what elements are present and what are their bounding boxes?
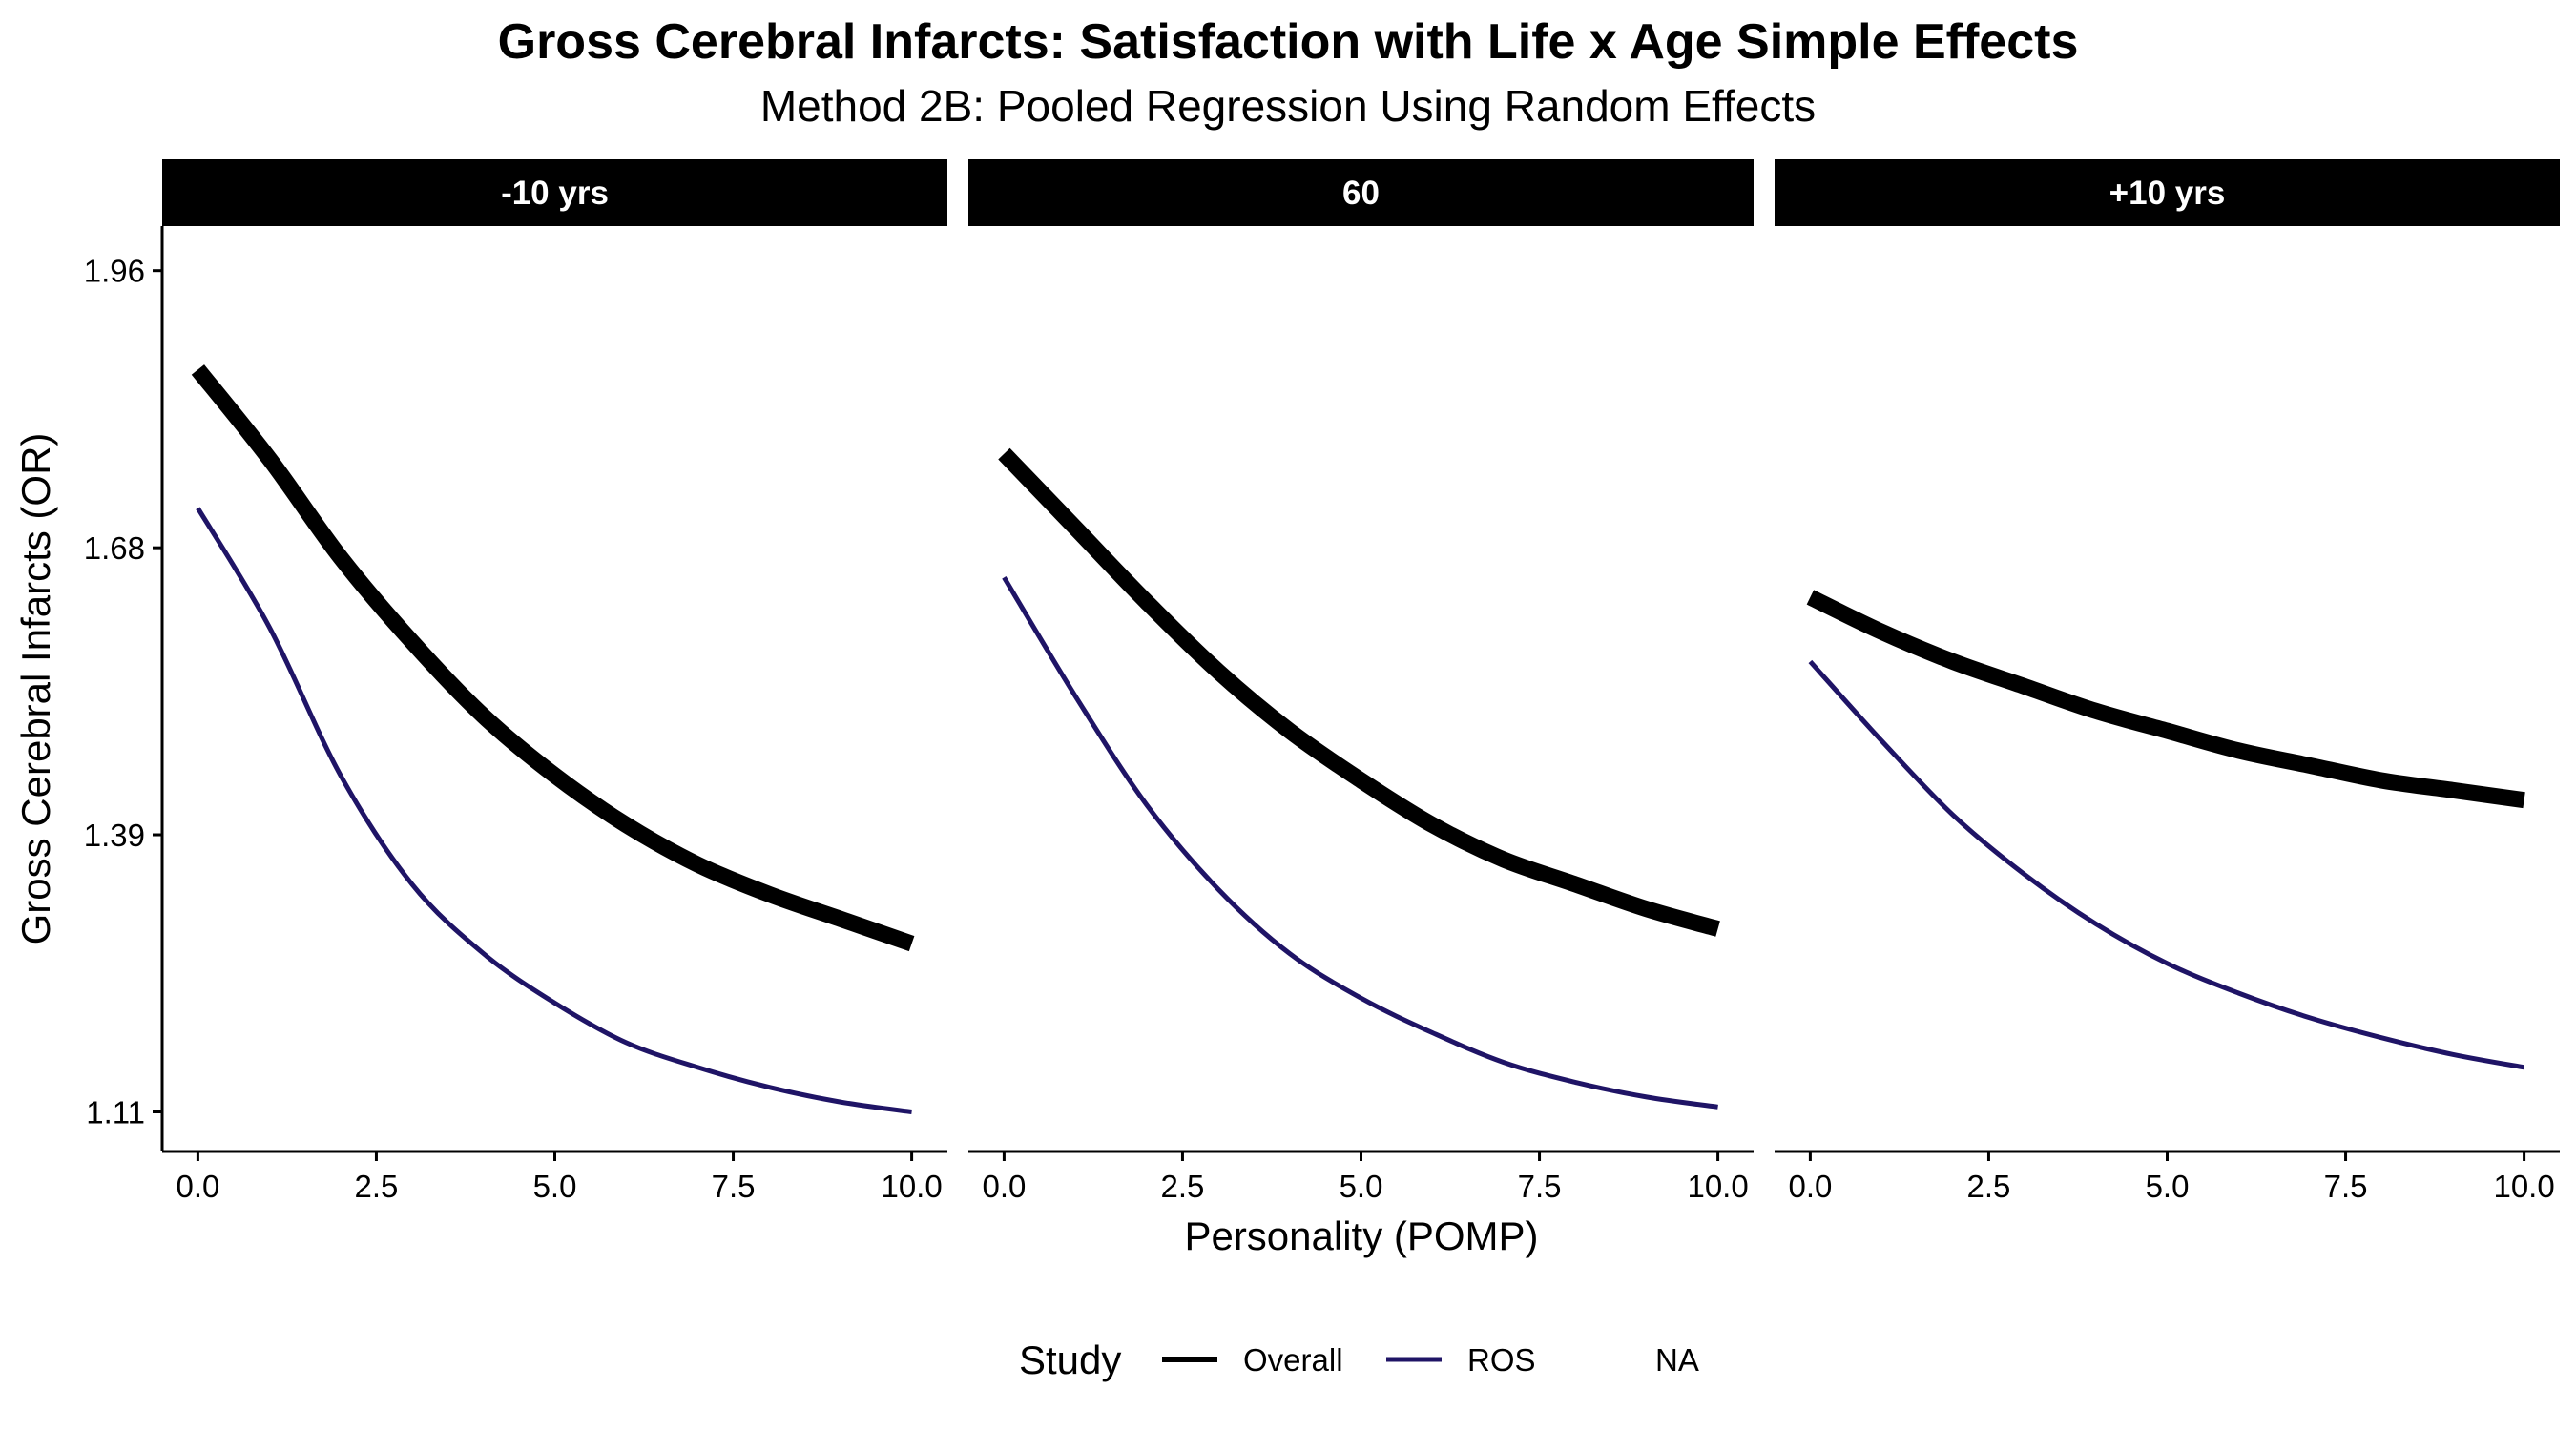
chart-subtitle: Method 2B: Pooled Regression Using Rando… xyxy=(759,81,1817,131)
series-line-ros xyxy=(196,507,912,1114)
x-tick-label: 0.0 xyxy=(982,1169,1026,1204)
series-line-ros xyxy=(1808,659,2525,1070)
y-tick-label: 1.39 xyxy=(84,818,145,853)
x-tick-label: 7.5 xyxy=(2324,1169,2368,1204)
x-tick-label: 5.0 xyxy=(1340,1169,1383,1204)
series-line-overall xyxy=(191,364,915,952)
legend-label-ros: ROS xyxy=(1467,1342,1536,1378)
x-tick-label: 2.5 xyxy=(1967,1169,2011,1204)
x-tick-label: 5.0 xyxy=(2146,1169,2190,1204)
legend-label-overall: Overall xyxy=(1243,1342,1343,1378)
x-tick-label: 2.5 xyxy=(355,1169,399,1204)
series-line-ros xyxy=(1002,576,1718,1110)
x-tick-label: 10.0 xyxy=(1687,1169,1748,1204)
facet-strip-label: -10 yrs xyxy=(501,175,609,212)
legend-label-na: NA xyxy=(1655,1342,1699,1378)
facet-strip xyxy=(1775,159,2560,226)
x-tick-label: 5.0 xyxy=(533,1169,577,1204)
x-tick-label: 0.0 xyxy=(1788,1169,1832,1204)
y-tick-label: 1.11 xyxy=(86,1095,145,1130)
x-tick-label: 2.5 xyxy=(1161,1169,1205,1204)
x-tick-label: 7.5 xyxy=(1518,1169,1562,1204)
series-line-overall xyxy=(998,447,1720,937)
y-axis-title: Gross Cerebral Infarcts (OR) xyxy=(13,433,58,945)
facet-strip xyxy=(968,159,1754,226)
series-line-overall xyxy=(1806,590,2525,809)
x-tick-label: 10.0 xyxy=(881,1169,942,1204)
y-tick-label: 1.96 xyxy=(84,254,145,289)
facet-strip xyxy=(162,159,947,226)
facet-strip-label: 60 xyxy=(1342,175,1380,212)
chart-title: Gross Cerebral Infarcts: Satisfaction wi… xyxy=(497,14,2079,70)
x-tick-label: 7.5 xyxy=(712,1169,756,1204)
x-axis-title: Personality (POMP) xyxy=(1184,1213,1538,1258)
facet-strip-label: +10 yrs xyxy=(2109,175,2226,212)
x-tick-label: 0.0 xyxy=(176,1169,219,1204)
x-tick-label: 10.0 xyxy=(2493,1169,2554,1204)
legend-title: Study xyxy=(1019,1338,1121,1382)
y-tick-label: 1.68 xyxy=(84,530,145,566)
